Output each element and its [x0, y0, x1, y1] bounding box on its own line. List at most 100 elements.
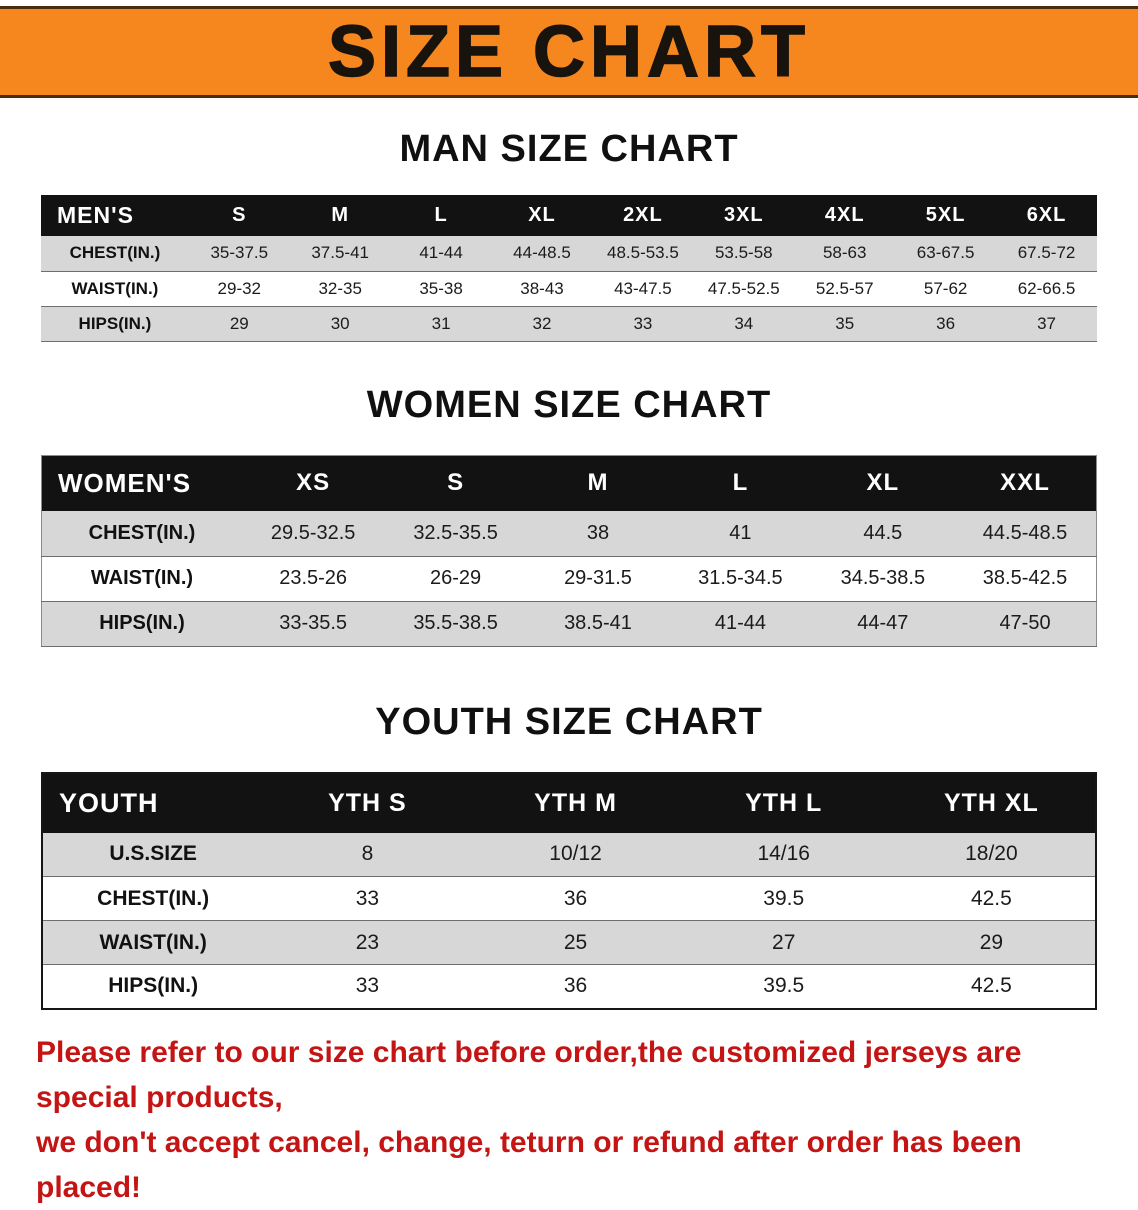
table-cell: 36: [936, 313, 956, 333]
size-column-header: YTH S: [263, 772, 472, 833]
table-cell: 29: [979, 930, 1004, 954]
table-cell: 38: [586, 521, 610, 544]
table-cell: 23: [355, 930, 380, 954]
table-cell: 47.5-52.5: [707, 278, 780, 298]
row-label: CHEST(IN.): [88, 521, 196, 544]
table-head: YOUTH YTH S YTH M YTH L YTH XL: [42, 772, 1096, 833]
youth-section-title: YOUTH SIZE CHART: [375, 700, 763, 743]
table-cell: 35-37.5: [210, 243, 269, 263]
men-section-title: MAN SIZE CHART: [399, 128, 739, 170]
table-cell: 30: [330, 313, 350, 333]
men-size-table: MEN'S S M L XL 2XL 3XL 4XL 5XL 6XL CHEST(IN.) 35-37…: [41, 195, 1097, 342]
size-column-header: YTH XL: [887, 772, 1096, 833]
size-column-header: S: [384, 455, 527, 511]
table-cell: 18/20: [965, 842, 1018, 866]
table-cell: 39.5: [763, 886, 805, 910]
table-row: WAIST(IN.) 23 25 27 29: [42, 920, 1096, 965]
row-label: WAIST(IN.): [71, 278, 159, 298]
table-cell: 47-50: [999, 612, 1051, 634]
table-cell: 29.5-32.5: [270, 521, 356, 544]
table-cell: 43-47.5: [614, 278, 672, 298]
table-cell: 44.5-48.5: [982, 521, 1068, 544]
table-cell: 67.5-72: [1017, 243, 1076, 263]
table-head: WOMEN'S XS S M L XL XXL: [41, 455, 1097, 511]
table-cell: 41-44: [419, 243, 463, 263]
section-men-size-chart: MAN SIZE CHART MEN'S S M L XL 2XL 3XL 4XL 5XL 6XL…: [0, 128, 1138, 342]
table-header-row: YOUTH YTH S YTH M YTH L YTH XL: [42, 772, 1096, 833]
footer-note: Please refer to our size chart before or…: [0, 1030, 1138, 1210]
size-column-header: 4XL: [794, 195, 896, 236]
row-label: CHEST(IN.): [97, 886, 210, 910]
table-row: CHEST(IN.) 29.5-32.5 32.5-35.5 38 41 44.5 44.5…: [41, 511, 1097, 556]
table-cell: 41: [729, 521, 752, 544]
table-header-row: WOMEN'S XS S M L XL XXL: [41, 455, 1097, 511]
section-women-size-chart: WOMEN SIZE CHART WOMEN'S XS S M L XL XXL CHEST(…: [0, 384, 1138, 647]
row-label: CHEST(IN.): [69, 243, 161, 263]
size-column-header: 2XL: [592, 195, 694, 236]
table-cell: 29-32: [217, 278, 262, 298]
table-cell: 32: [532, 313, 552, 333]
table-row: HIPS(IN.) 29 30 31 32 33 34 35 36 37: [41, 306, 1097, 341]
table-cell: 33: [633, 313, 653, 333]
size-column-header: XL: [811, 455, 955, 511]
table-cell: 23.5-26: [279, 567, 348, 589]
table-cell: 33: [355, 974, 380, 998]
table-cell: 33-35.5: [279, 612, 348, 634]
table-row: CHEST(IN.) 35-37.5 37.5-41 41-44 44-48.5 48.5…: [41, 236, 1097, 271]
section-youth-size-chart: YOUTH SIZE CHART YOUTH YTH S YTH M YTH L YTH…: [0, 701, 1138, 1010]
youth-size-table: YOUTH YTH S YTH M YTH L YTH XL U.S.SIZE 8 10/12…: [41, 771, 1097, 1010]
table-cell: 34.5-38.5: [840, 567, 926, 589]
table-cell: 35-38: [419, 278, 463, 298]
note-line-1: Please refer to our size chart before or…: [36, 1035, 1022, 1114]
table-cell: 32-35: [318, 278, 362, 298]
women-section-title: WOMEN SIZE CHART: [366, 383, 772, 426]
table-cell: 41-44: [714, 612, 766, 634]
size-column-header: XL: [491, 195, 593, 236]
table-cell: 57-62: [923, 278, 968, 298]
table-cell: 14/16: [757, 842, 810, 866]
table-row: WAIST(IN.) 23.5-26 26-29 29-31.5 31.5-34.5 34…: [41, 556, 1097, 601]
table-cell: 44.5: [863, 521, 903, 544]
table-row: U.S.SIZE 8 10/12 14/16 18/20: [42, 832, 1096, 877]
table-cell: 37: [1037, 313, 1056, 333]
banner: SIZE CHART: [0, 6, 1138, 98]
note-line-2: we don't accept cancel, change, teturn o…: [36, 1125, 1022, 1204]
table-body: CHEST(IN.) 35-37.5 37.5-41 41-44 44-48.5 48.5…: [41, 236, 1097, 341]
table-cell: 44-48.5: [513, 243, 571, 263]
table-body: U.S.SIZE 8 10/12 14/16 18/20 CHEST(IN.) 33 36 39…: [42, 832, 1096, 1009]
table-cell: 26-29: [429, 567, 482, 589]
table-cell: 37.5-41: [311, 243, 370, 263]
table-cell: 63-67.5: [916, 243, 975, 263]
table-cell: 31: [431, 313, 451, 333]
table-cell: 38-43: [520, 278, 564, 298]
row-label: WAIST(IN.): [99, 930, 207, 954]
table-cell: 48.5-53.5: [606, 243, 679, 263]
size-column-header: XXL: [954, 455, 1097, 511]
table-head: MEN'S S M L XL 2XL 3XL 4XL 5XL 6XL: [41, 195, 1097, 236]
size-column-header: L: [390, 195, 492, 236]
table-body: CHEST(IN.) 29.5-32.5 32.5-35.5 38 41 44.5 44.5…: [41, 511, 1097, 646]
table-header-row: MEN'S S M L XL 2XL 3XL 4XL 5XL 6XL: [41, 195, 1097, 236]
table-cell: 44-47: [857, 612, 909, 634]
table-cell: 39.5: [763, 974, 805, 998]
row-label: WAIST(IN.): [90, 567, 194, 589]
women-size-table: WOMEN'S XS S M L XL XXL CHEST(IN.) 29.5-32.5 32.5…: [41, 454, 1097, 647]
table-cell: 35.5-38.5: [413, 612, 498, 634]
table-row: WAIST(IN.) 29-32 32-35 35-38 38-43 43-47.5 47.…: [41, 271, 1097, 306]
table-cell: 34: [734, 313, 754, 333]
size-column-header: S: [188, 195, 290, 236]
table-cell: 38.5-41: [564, 612, 632, 634]
table-cell: 36: [563, 886, 588, 910]
table-cell: 58-63: [822, 243, 867, 263]
table-cell: 62-66.5: [1017, 278, 1076, 298]
page-title: SIZE CHART: [327, 12, 810, 92]
table-cell: 38.5-42.5: [982, 567, 1068, 589]
table-row: HIPS(IN.) 33-35.5 35.5-38.5 38.5-41 41-44 44-…: [41, 601, 1097, 646]
table-row: HIPS(IN.) 33 36 39.5 42.5: [42, 965, 1096, 1009]
table-cell: 52.5-57: [815, 278, 874, 298]
row-label: HIPS(IN.): [99, 612, 185, 634]
table-row: CHEST(IN.) 33 36 39.5 42.5: [42, 877, 1096, 921]
table-cell: 36: [563, 974, 588, 998]
table-cell: 42.5: [970, 974, 1012, 998]
size-column-header: 6XL: [996, 195, 1097, 236]
